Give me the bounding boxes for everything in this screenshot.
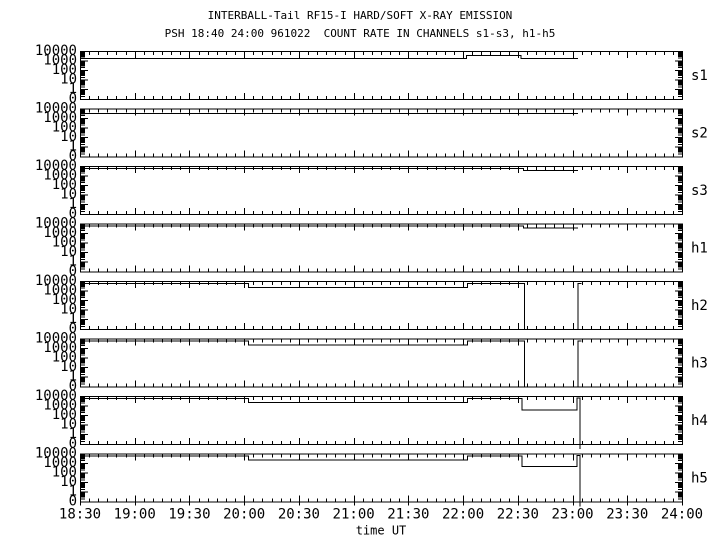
y-tick-label: 10000 xyxy=(35,331,77,347)
x-tick-label: 22:00 xyxy=(442,506,484,522)
panel-label-s1: s1 xyxy=(691,68,708,84)
panel-border-s2 xyxy=(80,108,683,158)
y-tick-label: 100 xyxy=(52,465,77,481)
x-axis-title: time UT xyxy=(356,523,407,537)
y-tick-label: 100 xyxy=(52,177,77,193)
y-tick-label: 10 xyxy=(60,129,77,145)
y-tick-label: 0 xyxy=(69,148,77,164)
trace-h4 xyxy=(80,397,581,449)
y-tick-label: 10 xyxy=(60,302,77,318)
panel-label-s3: s3 xyxy=(691,183,708,199)
panel-border-h5 xyxy=(80,453,683,503)
trace-h1 xyxy=(80,225,579,229)
y-tick-label: 1000 xyxy=(43,283,77,299)
y-tick-label: 10000 xyxy=(35,388,77,404)
y-tick-label: 1000 xyxy=(43,455,77,471)
y-tick-label: 0 xyxy=(69,436,77,452)
x-tick-label: 19:00 xyxy=(114,506,156,522)
panel-border-h1 xyxy=(80,223,683,273)
y-tick-label: 100 xyxy=(52,407,77,423)
y-tick-label: 1000 xyxy=(43,398,77,414)
x-tick-label: 20:30 xyxy=(278,506,320,522)
y-tick-label: 0 xyxy=(69,206,77,222)
y-tick-label: 1000 xyxy=(43,340,77,356)
y-tick-label: 10 xyxy=(60,72,77,88)
panel-border-h2 xyxy=(80,281,683,330)
trace-h3 xyxy=(80,340,582,388)
y-tick-label: 10 xyxy=(60,474,77,490)
y-tick-label: 10000 xyxy=(35,158,77,174)
x-tick-label: 23:30 xyxy=(606,506,648,522)
trace-h2 xyxy=(80,282,582,330)
y-tick-label: 1 xyxy=(69,369,77,385)
trace-s3 xyxy=(80,167,579,172)
y-tick-label: 0 xyxy=(69,263,77,279)
x-tick-label: 20:00 xyxy=(223,506,265,522)
panel-label-h4: h4 xyxy=(691,413,708,429)
x-tick-label: 21:00 xyxy=(333,506,375,522)
y-tick-label: 10 xyxy=(60,244,77,260)
y-tick-label: 100 xyxy=(52,350,77,366)
x-tick-label: 22:30 xyxy=(497,506,539,522)
y-tick-label: 0 xyxy=(69,493,77,509)
x-tick-label: 24:00 xyxy=(661,506,703,522)
y-tick-label: 100 xyxy=(52,292,77,308)
y-tick-label: 1 xyxy=(69,484,77,500)
panel-border-h3 xyxy=(80,338,683,388)
y-tick-label: 10 xyxy=(60,417,77,433)
y-tick-label: 10 xyxy=(60,187,77,203)
y-tick-label: 0 xyxy=(69,321,77,337)
x-tick-label: 18:30 xyxy=(59,506,101,522)
y-tick-label: 1000 xyxy=(43,110,77,126)
time-axis: 18:30 19:00 19:30 20:00 20:30 21:00 21:30 22:00… xyxy=(59,506,703,537)
y-tick-label: 10000 xyxy=(35,101,77,117)
panel-border-s1 xyxy=(80,51,683,100)
y-tick-label: 100 xyxy=(52,120,77,136)
x-tick-label: 21:30 xyxy=(387,506,429,522)
panel-border-s3 xyxy=(80,166,683,215)
trace-h5 xyxy=(80,454,581,507)
y-tick-label: 10 xyxy=(60,359,77,375)
chart-subtitle: PSH 18:40 24:00 961022 COUNT RATE IN CHA… xyxy=(164,27,556,40)
y-tick-label: 1 xyxy=(69,139,77,155)
y-tick-label: 0 xyxy=(69,91,77,107)
y-tick-label: 100 xyxy=(52,235,77,251)
y-tick-label: 1 xyxy=(69,254,77,270)
y-tick-label: 1000 xyxy=(43,168,77,184)
trace-s1 xyxy=(80,55,579,60)
y-tick-label: 1000 xyxy=(43,53,77,69)
chart-title: INTERBALL-Tail RF15-I HARD/SOFT X-RAY EM… xyxy=(207,9,513,22)
y-tick-label: 10000 xyxy=(35,43,77,59)
panel-border-h4 xyxy=(80,396,683,445)
panel-label-h3: h3 xyxy=(691,355,708,371)
panel-label-h2: h2 xyxy=(691,298,708,314)
y-tick-label: 0 xyxy=(69,378,77,394)
y-tick-label: 100 xyxy=(52,62,77,78)
x-tick-label: 23:00 xyxy=(551,506,593,522)
y-tick-label: 10000 xyxy=(35,273,77,289)
panel-label-h1: h1 xyxy=(691,240,708,256)
y-tick-label: 10000 xyxy=(35,216,77,232)
y-tick-label: 1 xyxy=(69,81,77,97)
panel-label-h5: h5 xyxy=(691,470,708,486)
x-tick-label: 19:30 xyxy=(168,506,210,522)
y-tick-label: 10000 xyxy=(35,446,77,462)
y-tick-label: 1000 xyxy=(43,225,77,241)
y-tick-label: 1 xyxy=(69,196,77,212)
y-tick-label: 1 xyxy=(69,311,77,327)
panel-label-s2: s2 xyxy=(691,125,708,141)
y-tick-label: 1 xyxy=(69,426,77,442)
